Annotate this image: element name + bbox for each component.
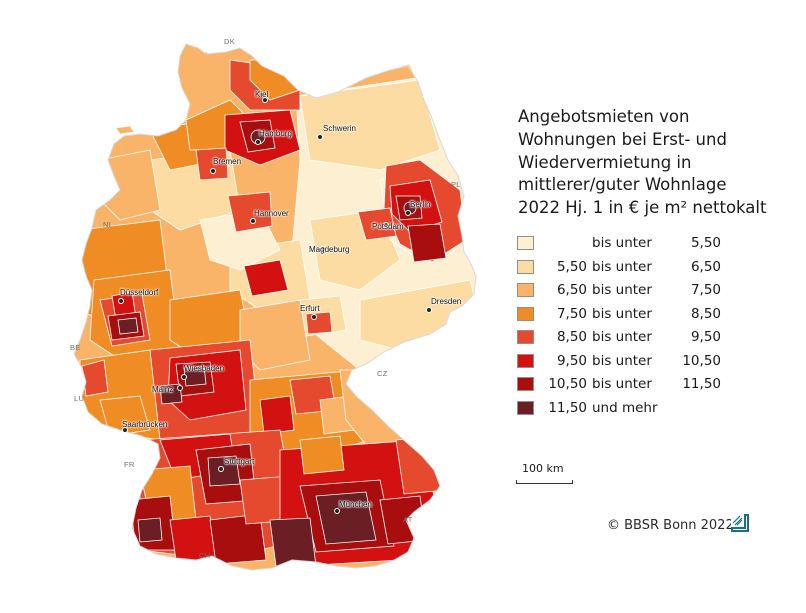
city-marker <box>311 314 317 320</box>
legend-item: 10,50 bis unter 11,50 <box>517 376 802 392</box>
city-marker <box>122 427 128 433</box>
legend-from: 11,50 <box>548 399 587 416</box>
country-label-nl: NL <box>103 220 114 229</box>
legend-swatch <box>517 330 534 344</box>
legend-mid: und mehr <box>592 399 658 416</box>
city-label-bremen: Bremen <box>213 157 242 166</box>
city-marker <box>262 97 268 103</box>
legend-mid: bis unter <box>592 258 652 275</box>
city-label-erfurt: Erfurt <box>300 304 320 313</box>
city-marker <box>177 385 183 391</box>
legend-mid: bis unter <box>592 282 652 298</box>
legend-item: 11,50 und mehr <box>517 400 802 416</box>
legend-item: 5,50 bis unter 6,50 <box>517 259 802 275</box>
legend-from: 8,50 <box>556 329 587 345</box>
city-marker <box>255 139 261 145</box>
city-label-dresden: Dresden <box>431 297 462 306</box>
legend-from: 9,50 <box>556 352 587 369</box>
legend-swatch <box>517 236 534 250</box>
city-marker <box>426 307 432 313</box>
legend-mid: bis unter <box>592 376 652 392</box>
legend-swatch <box>517 259 534 274</box>
germany-rent-map: DK PL NL BE LU FR CZ AT CH Kiel Hamburg … <box>70 37 477 571</box>
title-line: Wiedervermietung in <box>518 152 692 172</box>
city-label-hannover: Hannover <box>254 209 289 218</box>
legend-to: 6,50 <box>690 258 721 275</box>
city-marker <box>210 168 216 174</box>
city-marker <box>218 466 224 472</box>
legend-to: 9,50 <box>690 329 721 345</box>
legend-mid: bis unter <box>592 329 652 345</box>
city-marker <box>317 134 323 140</box>
country-label-at: AT <box>403 515 413 524</box>
city-label-berlin: Berlin <box>410 200 431 209</box>
map-canvas <box>73 43 477 571</box>
city-label-mainz: Mainz <box>152 385 174 394</box>
legend-from: 5,50 <box>556 258 587 275</box>
legend-item: 8,50 bis unter 9,50 <box>517 329 802 345</box>
scale-bar-line <box>516 480 573 484</box>
city-marker <box>405 210 411 216</box>
legend-to: 8,50 <box>690 305 721 322</box>
legend-to: 11,50 <box>682 376 721 392</box>
legend-from: 10,50 <box>548 376 587 392</box>
scale-bar-label: 100 km <box>522 462 564 475</box>
country-label-fr: FR <box>124 460 135 469</box>
city-marker <box>383 222 389 228</box>
city-marker <box>118 298 124 304</box>
city-label-magdeburg: Magdeburg <box>309 245 350 254</box>
country-label-dk: DK <box>224 37 236 46</box>
city-marker <box>250 218 256 224</box>
title-line: Angebotsmieten von <box>518 107 690 126</box>
city-label-duesseldorf: Düsseldorf <box>120 288 159 297</box>
legend-item: 6,50 bis unter 7,50 <box>517 282 802 298</box>
city-label-kiel: Kiel <box>255 90 269 99</box>
city-label-stuttgart: Stuttgart <box>224 457 255 466</box>
title-line: Wohnungen bei Erst- und <box>518 129 727 149</box>
map-title: Angebotsmieten von Wohnungen bei Erst- u… <box>518 106 803 220</box>
city-marker <box>334 508 340 514</box>
legend-swatch <box>517 306 534 321</box>
legend-to: 5,50 <box>690 235 721 251</box>
city-label-potsdam: Potsdam <box>372 222 404 231</box>
city-label-muenchen: München <box>339 500 372 509</box>
legend-mid: bis unter <box>592 235 652 251</box>
legend-item: 7,50 bis unter 8,50 <box>517 306 802 322</box>
legend-to: 7,50 <box>690 282 721 298</box>
legend-mid: bis unter <box>592 352 652 369</box>
city-label-hamburg: Hamburg <box>259 129 292 138</box>
copyright-credit: © BBSR Bonn 2022 <box>607 518 734 533</box>
city-label-schwerin: Schwerin <box>323 124 356 133</box>
legend-from: 7,50 <box>556 305 587 322</box>
bbsr-logo-icon <box>730 513 750 533</box>
city-marker <box>181 374 187 380</box>
title-line: 2022 Hj. 1 in € je m² nettokalt <box>518 198 767 218</box>
legend-mid: bis unter <box>592 305 652 322</box>
title-line: mittlerer/guter Wohnlage <box>518 175 727 195</box>
legend-swatch <box>517 283 534 297</box>
legend-to: 10,50 <box>682 352 721 369</box>
legend-from: 6,50 <box>556 282 587 298</box>
legend-item: 9,50 bis unter 10,50 <box>517 353 802 369</box>
country-label-lu: LU <box>74 394 85 403</box>
legend-swatch <box>517 400 534 415</box>
legend-item: bis unter 5,50 <box>517 235 802 251</box>
city-label-wiesbaden: Wiesbaden <box>184 364 225 373</box>
country-label-ch: CH <box>199 551 211 560</box>
legend-swatch <box>517 353 534 368</box>
city-marker <box>320 246 326 252</box>
legend-swatch <box>517 377 534 391</box>
city-label-saarbruecken: Saarbrücken <box>122 420 168 429</box>
country-label-cz: CZ <box>377 369 388 378</box>
country-label-be: BE <box>70 343 81 352</box>
country-label-pl: PL <box>451 180 461 189</box>
